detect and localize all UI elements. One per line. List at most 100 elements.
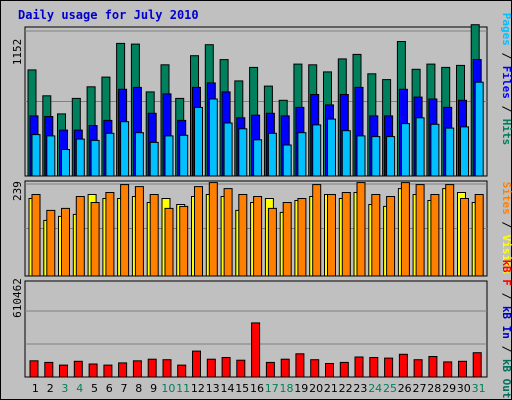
x-tick-label: 28	[427, 382, 441, 395]
legend-visits-panel: Sites / Visits	[500, 182, 512, 275]
pages-bar	[327, 118, 336, 177]
sites-bar	[267, 207, 277, 277]
x-tick-label: 18	[280, 382, 294, 395]
x-tick-label: 25	[383, 382, 397, 395]
sites-bar	[194, 186, 203, 277]
kbf-bar	[384, 357, 394, 378]
kbf-bar	[472, 352, 482, 378]
sites-bar	[105, 192, 115, 277]
kbf-bar	[73, 360, 83, 378]
kbf-bar	[325, 363, 334, 378]
pages-bar	[238, 128, 248, 177]
x-tick-label: 8	[135, 382, 142, 395]
sites-bar	[430, 194, 440, 277]
x-tick-label: 19	[294, 382, 308, 395]
kbf-bar	[192, 350, 201, 378]
sites-bar	[90, 202, 100, 277]
pages-bar	[46, 135, 56, 177]
kbf-bar	[265, 361, 275, 378]
x-tick-label: 10	[161, 382, 175, 395]
sites-bar	[164, 207, 174, 277]
x-tick-label: 20	[309, 382, 323, 395]
legend-kbout: kB Out	[500, 359, 512, 399]
sites-bar	[61, 207, 70, 277]
sites-bar	[356, 182, 366, 277]
legend-kbf: kB F	[500, 259, 512, 286]
visits-ymax-label: 239	[11, 181, 24, 201]
sites-bar	[282, 202, 292, 277]
sites-bar	[46, 209, 56, 277]
sites-bar	[297, 198, 307, 277]
kbf-bar	[236, 359, 246, 378]
pages-bar	[223, 122, 233, 177]
kbf-bar	[221, 357, 231, 378]
pages-bar	[430, 123, 440, 177]
legend-visits: Visits	[500, 235, 512, 275]
legend-files: Files	[500, 66, 512, 99]
x-tick-label: 21	[324, 382, 338, 395]
sites-bar	[445, 184, 455, 277]
pages-bar	[61, 149, 70, 177]
sites-bar	[327, 194, 336, 277]
legend-pages: Pages	[500, 13, 512, 46]
x-tick-label: 31	[472, 382, 486, 395]
pages-bar	[445, 127, 455, 177]
legend-sites: Sites	[500, 182, 512, 215]
x-tick-label: 14	[221, 382, 235, 395]
legend-sep-4: /	[500, 293, 512, 306]
kbf-bar	[369, 357, 379, 378]
kbf-bar	[147, 358, 157, 378]
legend-sep-5: /	[500, 346, 512, 359]
pages-bar	[149, 141, 159, 177]
legend-hits-panel: Pages / Files / Hits	[500, 13, 512, 146]
sites-bar	[208, 182, 218, 277]
pages-bar	[341, 130, 351, 177]
pages-bar	[253, 139, 263, 177]
x-tick-label: 17	[265, 382, 279, 395]
kbf-bar	[398, 353, 408, 378]
pages-bar	[267, 132, 277, 177]
pages-bar	[194, 106, 203, 177]
chart-marks: 1 2 3 4 5 6 7 8 9 10 11 12 13 14 15 16 17 18 19 20 21 22 23 24 2…	[25, 24, 487, 395]
sites-bar	[179, 205, 189, 277]
x-tick-label: 13	[206, 382, 220, 395]
sites-bar	[400, 182, 410, 277]
sites-bar	[460, 198, 469, 277]
pages-bar	[415, 117, 425, 177]
x-tick-label: 9	[150, 382, 157, 395]
x-tick-label: 15	[235, 382, 249, 395]
pages-bar	[474, 81, 484, 177]
pages-bar	[297, 132, 307, 177]
pages-bar	[105, 132, 115, 177]
legend-hits: Hits	[500, 119, 512, 146]
kbf-bar	[310, 359, 320, 378]
x-tick-label: 7	[121, 382, 128, 395]
kbf-bar	[88, 363, 98, 378]
kbf-bar	[443, 361, 453, 378]
pages-bar	[120, 121, 130, 177]
kbf-bar	[118, 362, 128, 378]
x-tick-label: 2	[47, 382, 54, 395]
sites-bar	[341, 192, 351, 277]
sites-bar	[474, 194, 484, 277]
kbf-bar	[354, 356, 364, 378]
pages-bar	[460, 126, 469, 177]
x-tick-label: 26	[398, 382, 412, 395]
legend-kbin: kB In	[500, 306, 512, 339]
pages-bar	[282, 144, 292, 177]
x-tick-label: 6	[106, 382, 113, 395]
sites-bar	[312, 184, 322, 277]
kbf-bar	[339, 361, 349, 378]
x-tick-label: 24	[368, 382, 382, 395]
x-tick-label: 4	[76, 382, 83, 395]
pages-bar	[208, 98, 218, 177]
pages-bar	[164, 135, 174, 177]
pages-bar	[312, 124, 322, 177]
pages-bar	[386, 136, 396, 177]
pages-bar	[371, 136, 381, 177]
kbf-bar	[251, 322, 261, 378]
sites-bar	[253, 196, 263, 277]
pages-bar	[400, 123, 410, 177]
x-tick-label: 3	[61, 382, 68, 395]
kbf-bar	[132, 360, 142, 378]
